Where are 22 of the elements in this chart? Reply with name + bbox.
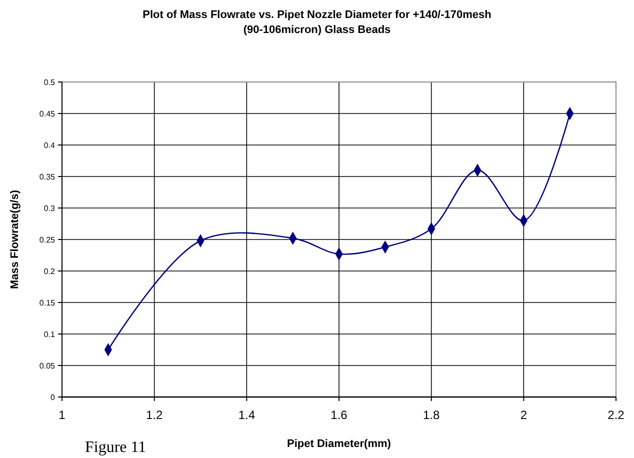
y-tick-label: 0	[50, 393, 56, 402]
x-tick-label: 1	[58, 408, 66, 422]
y-tick-label: 0.35	[39, 172, 56, 182]
y-tick-label: 0.3	[44, 204, 56, 213]
y-axis-title: Mass Flowrate(g/s)	[9, 190, 21, 290]
chart-title: Plot of Mass Flowrate vs. Pipet Nozzle Diameter for +140/-170mesh (90-106micron) Glass Beads	[142, 9, 492, 36]
y-tick-label: 0.1	[44, 330, 56, 339]
x-tick-label: 1.4	[238, 408, 256, 422]
x-tick-label: 1.2	[146, 408, 163, 422]
x-tick-label: 1.8	[422, 408, 440, 422]
y-tick-label: 0.05	[39, 362, 56, 370]
y-tick-label: 0.25	[39, 236, 56, 244]
y-tick-label: 0.4	[44, 141, 56, 150]
y-tick-label: 0.15	[39, 298, 56, 308]
y-tick-label: 0.2	[44, 267, 56, 276]
caption: Figure 11	[85, 439, 146, 456]
y-tick-label: 0.5	[44, 78, 56, 87]
y-tick-label: 0.45	[39, 110, 56, 118]
x-tick-label: 2.2	[608, 408, 625, 422]
x-tick-label: 2	[520, 408, 528, 422]
x-axis-title: Pipet Diameter(mm)	[287, 438, 392, 450]
x-tick-label: 1.6	[330, 408, 348, 422]
